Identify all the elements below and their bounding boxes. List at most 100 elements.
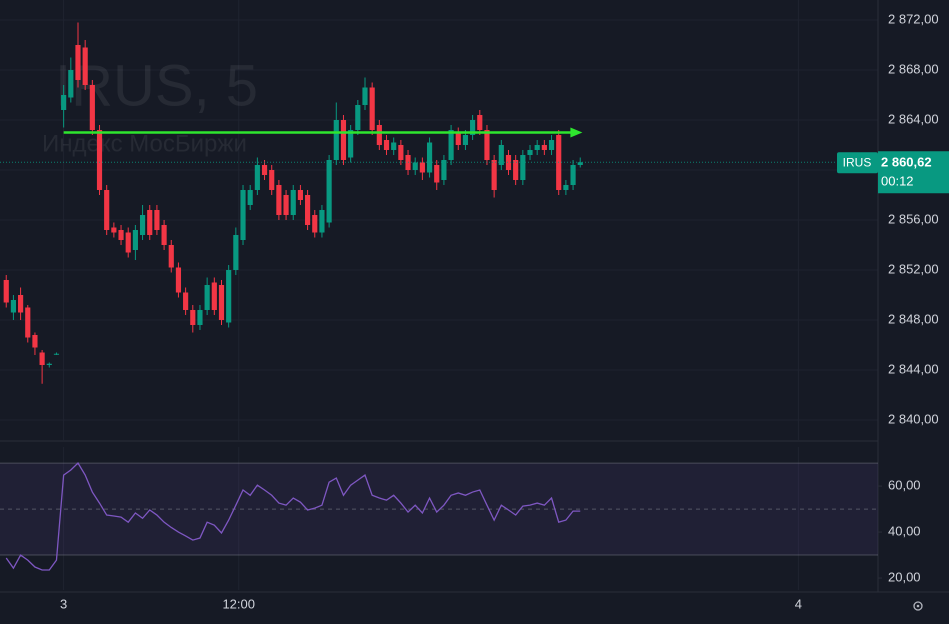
watermark-title: IRUS, 5 bbox=[55, 53, 258, 118]
candle-body bbox=[283, 195, 289, 215]
y-tick-label: 2 856,00 bbox=[888, 211, 939, 226]
candle-body bbox=[305, 195, 311, 225]
candle-body bbox=[18, 295, 24, 313]
candle-body bbox=[240, 190, 246, 240]
candle-body bbox=[577, 162, 583, 165]
candle-body bbox=[161, 225, 167, 245]
settings-icon[interactable] bbox=[913, 601, 923, 611]
candle-body bbox=[82, 47, 88, 85]
candle-body bbox=[391, 142, 397, 150]
candle-body bbox=[226, 270, 232, 323]
candle-body bbox=[147, 210, 153, 235]
candle-body bbox=[125, 232, 131, 253]
candle-body bbox=[383, 140, 390, 150]
candle-body bbox=[233, 235, 239, 270]
candle-body bbox=[541, 145, 547, 150]
candle-body bbox=[470, 120, 476, 135]
symbol-tag: IRUS bbox=[843, 155, 872, 169]
symbol-tag-bg bbox=[837, 152, 878, 174]
y-tick-label: 2 872,00 bbox=[888, 11, 939, 26]
candle-body bbox=[326, 160, 332, 223]
candle-body bbox=[154, 210, 160, 230]
y-tick-label: 60,00 bbox=[888, 478, 921, 493]
arrow-head bbox=[570, 127, 583, 138]
candle-body bbox=[398, 145, 404, 160]
candle-body bbox=[312, 215, 318, 233]
candle-body bbox=[118, 230, 124, 240]
settings-icon-dot[interactable] bbox=[916, 604, 920, 608]
candle-body bbox=[484, 130, 490, 160]
candle-body bbox=[376, 125, 382, 145]
candle-body bbox=[290, 190, 296, 215]
candle-body bbox=[534, 145, 540, 150]
candle-body bbox=[211, 282, 217, 310]
candle-body bbox=[254, 165, 260, 190]
candle-body bbox=[197, 310, 203, 325]
candle-body bbox=[204, 285, 210, 310]
candle-body bbox=[498, 145, 504, 165]
candle-body bbox=[362, 87, 368, 105]
candle-body bbox=[340, 120, 347, 160]
x-tick-label: 3 bbox=[60, 596, 67, 611]
candle-body bbox=[247, 190, 253, 205]
candle-body bbox=[32, 335, 38, 348]
y-tick-label: 2 868,00 bbox=[888, 61, 939, 76]
candle-body bbox=[89, 85, 95, 130]
candle-body bbox=[355, 105, 361, 130]
grid-layer bbox=[0, 0, 878, 590]
candle-body bbox=[111, 227, 117, 233]
candle-body bbox=[419, 162, 425, 173]
y-tick-label: 2 840,00 bbox=[888, 411, 939, 426]
y-tick-label: 20,00 bbox=[888, 569, 921, 584]
y-tick-label: 2 864,00 bbox=[888, 111, 939, 126]
candle-body bbox=[175, 267, 182, 293]
candle-body bbox=[218, 285, 225, 320]
settings-icon-ring[interactable] bbox=[913, 601, 923, 611]
candle-body bbox=[441, 160, 447, 180]
candle-body bbox=[297, 190, 303, 200]
price-tag-value: 2 860,62 bbox=[881, 155, 932, 170]
candle-body bbox=[269, 170, 275, 190]
candle-body bbox=[426, 142, 433, 173]
watermark-subtitle: Индекс МосБиржи bbox=[42, 130, 247, 157]
candle-body bbox=[477, 115, 483, 130]
y-tick-label: 2 852,00 bbox=[888, 261, 939, 276]
candle-body bbox=[75, 45, 81, 80]
candle-body bbox=[168, 245, 174, 268]
candle-body bbox=[412, 162, 418, 170]
candle-body bbox=[520, 155, 526, 180]
candle-body bbox=[104, 190, 110, 230]
candle-body bbox=[548, 140, 555, 150]
candle-body bbox=[39, 352, 45, 365]
candle-body bbox=[505, 155, 512, 170]
candle-body bbox=[448, 130, 454, 160]
candle-body bbox=[455, 132, 461, 145]
candle-body bbox=[333, 120, 339, 160]
rsi-line bbox=[5, 462, 581, 571]
candle-body bbox=[491, 160, 497, 190]
price-tag-bg bbox=[878, 151, 949, 194]
candle-body bbox=[319, 210, 325, 233]
candle-body bbox=[190, 310, 196, 325]
y-tick-label: 40,00 bbox=[888, 524, 921, 539]
candle-body bbox=[434, 165, 440, 183]
candle-body bbox=[61, 95, 67, 110]
candle-body bbox=[183, 292, 189, 310]
candle-body bbox=[96, 130, 103, 190]
candle-body bbox=[513, 160, 519, 180]
candle-body bbox=[527, 150, 533, 155]
candle-body bbox=[132, 230, 138, 250]
y-tick-label: 2 848,00 bbox=[888, 311, 939, 326]
candle-body bbox=[10, 300, 17, 313]
candle-body bbox=[46, 363, 52, 365]
candle-body bbox=[348, 130, 354, 158]
candle-body bbox=[139, 215, 146, 235]
candle-body bbox=[462, 135, 469, 145]
candle-body bbox=[3, 280, 9, 303]
candle-body bbox=[25, 307, 31, 338]
candle-body bbox=[369, 87, 375, 130]
price-tag-timer: 00:12 bbox=[881, 174, 914, 189]
